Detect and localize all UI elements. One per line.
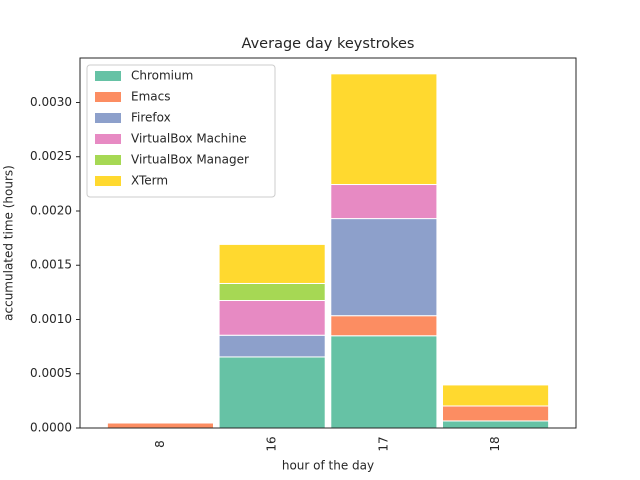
bar-segment: [330, 335, 438, 429]
legend-swatch: [95, 92, 121, 102]
bar-segment: [218, 356, 326, 429]
legend-swatch: [95, 134, 121, 144]
y-tick-label: 0.0005: [30, 366, 72, 380]
legend-label: VirtualBox Manager: [131, 153, 249, 167]
bar-segment: [330, 315, 438, 337]
x-tick-label: 16: [265, 436, 279, 451]
y-tick-label: 0.0030: [30, 95, 72, 109]
legend-swatch: [95, 113, 121, 123]
bar-segment: [218, 282, 326, 302]
bar-segment: [218, 243, 326, 284]
legend-box: [86, 64, 276, 198]
legend-label: VirtualBox Machine: [131, 132, 247, 146]
legend-swatch: [95, 71, 121, 81]
bar-segment: [218, 300, 326, 336]
y-axis-label: accumulated time (hours): [2, 165, 16, 321]
y-tick-label: 0.0020: [30, 203, 72, 217]
legend-swatch: [95, 176, 121, 186]
bar-segment: [442, 420, 550, 429]
bar-segment: [106, 422, 214, 429]
bar-segment: [330, 184, 438, 220]
bar-segment: [330, 218, 438, 317]
legend-label: Chromium: [131, 69, 193, 83]
legend-swatch: [95, 155, 121, 165]
bar-segment: [442, 384, 550, 407]
plot-frame: [79, 57, 577, 429]
bar-segment: [442, 405, 550, 422]
y-tick-label: 0.0015: [30, 258, 72, 272]
bar-segment: [330, 73, 438, 186]
y-tick-label: 0.0025: [30, 149, 72, 163]
legend-label: Firefox: [131, 111, 171, 125]
y-tick-label: 0.0000: [30, 421, 72, 435]
chart-title: Average day keystrokes: [242, 36, 415, 52]
x-tick-label: 18: [488, 436, 502, 451]
x-axis-label: hour of the day: [282, 459, 374, 473]
legend-label: XTerm: [131, 174, 168, 188]
x-tick-label: 8: [153, 440, 167, 448]
y-tick-label: 0.0010: [30, 312, 72, 326]
bar-segment: [218, 334, 326, 358]
x-tick-label: 17: [376, 436, 390, 451]
legend-label: Emacs: [131, 90, 170, 104]
